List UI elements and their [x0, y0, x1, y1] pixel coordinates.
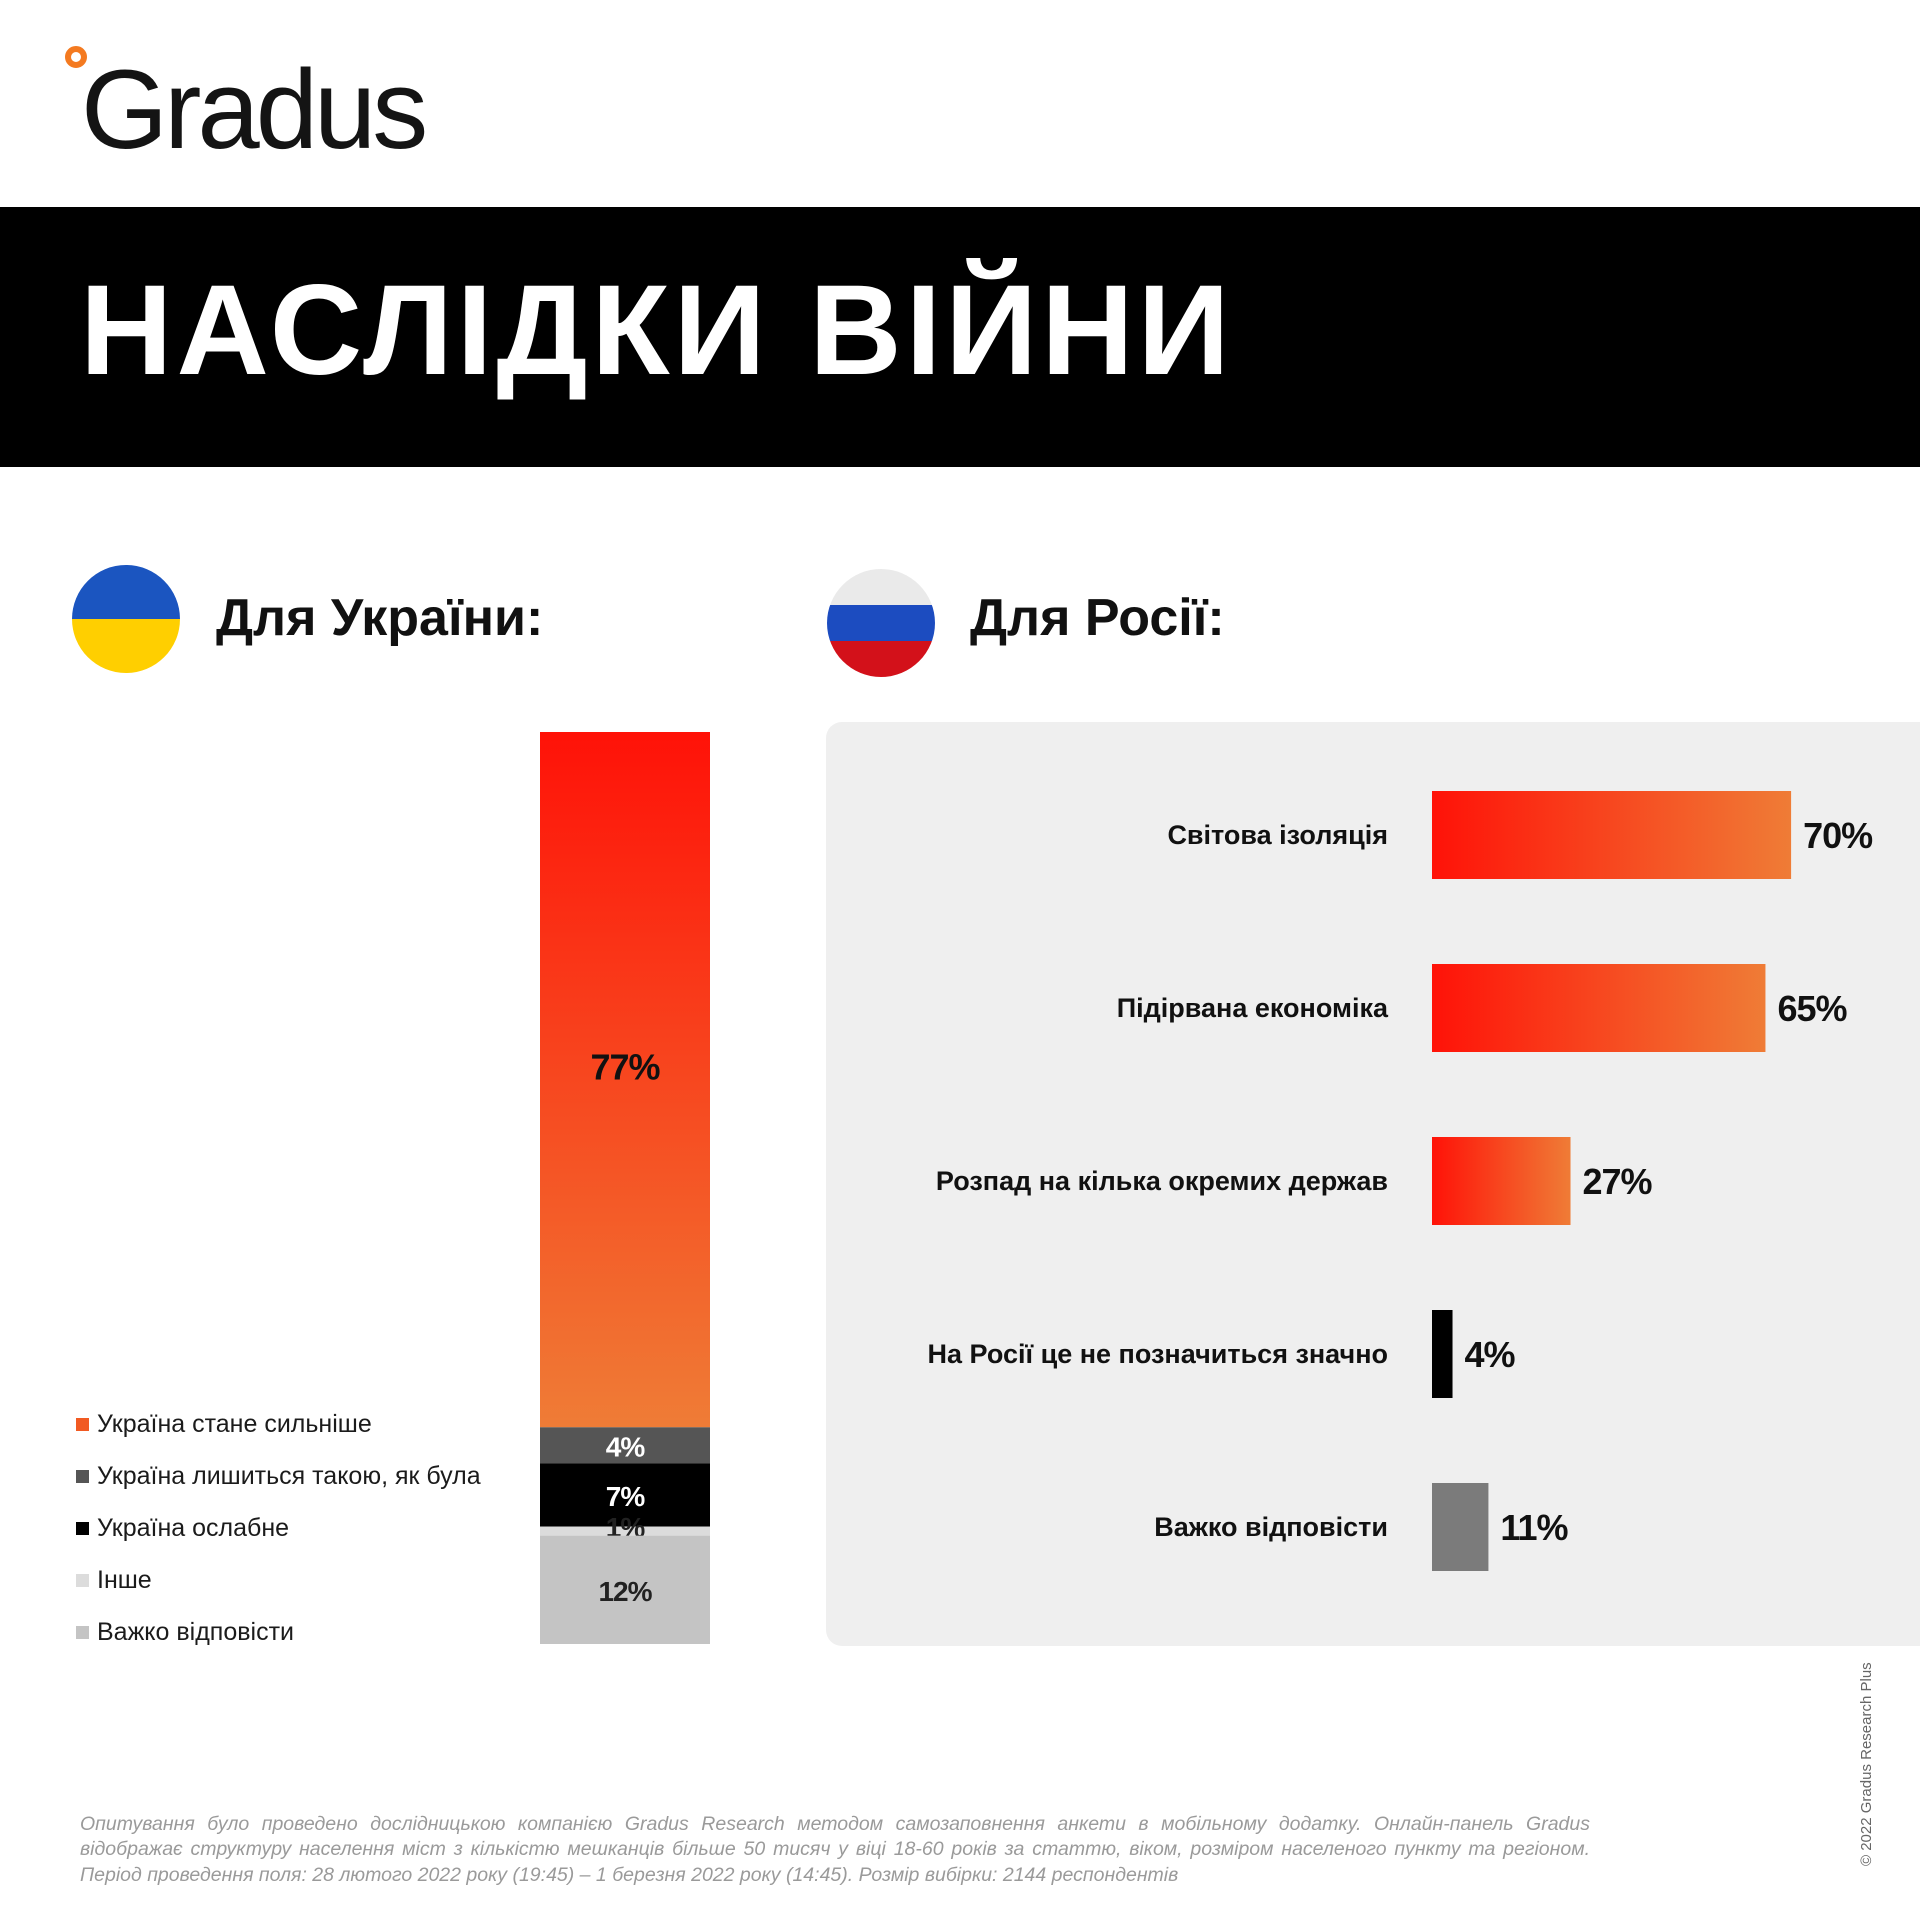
- title-banner: НАСЛІДКИ ВІЙНИ: [0, 207, 1920, 467]
- page-title: НАСЛІДКИ ВІЙНИ: [80, 259, 1234, 402]
- legend-item: Важко відповісти: [76, 1606, 481, 1658]
- legend-swatch: [76, 1417, 89, 1431]
- ukraine-data-label: 4%: [606, 1431, 646, 1462]
- legend-label: Важко відповісти: [97, 1617, 294, 1646]
- russia-bar-chart: Світова ізоляція 70% Підірвана економіка 65…: [928, 791, 1874, 1571]
- russia-flag-icon: [827, 569, 935, 677]
- russia-data-label: 4%: [1465, 1334, 1516, 1375]
- legend-item: Україна лишиться такою, як була: [76, 1450, 481, 1502]
- ukraine-legend: Україна стане сильніше Україна лишиться т…: [76, 1398, 481, 1658]
- methodology-footnote: Опитування було проведено дослідницькою …: [80, 1813, 1590, 1886]
- logo-dot-icon: [65, 46, 87, 68]
- ukraine-data-label: 7%: [606, 1481, 646, 1512]
- legend-label: Інше: [97, 1565, 152, 1594]
- russia-bars: Світова ізоляція 70% Підірвана економіка 65…: [928, 791, 1874, 1571]
- russia-bar: [1432, 1137, 1571, 1225]
- ukraine-bar-segment: [540, 1535, 710, 1644]
- legend-swatch: [76, 1573, 89, 1587]
- legend-label: Україна ослабне: [97, 1513, 290, 1542]
- legend-item: Україна стане сильніше: [76, 1398, 481, 1450]
- legend-item: Інше: [76, 1554, 481, 1606]
- copyright-text: © 2022 Gradus Research Plus: [1858, 1662, 1875, 1866]
- russia-category-label: На Росії це не позначиться значно: [928, 1339, 1388, 1369]
- russia-bar: [1432, 1483, 1489, 1571]
- logo-text: Gradus: [81, 47, 428, 172]
- russia-bar: [1432, 791, 1792, 879]
- ukraine-bar-segment: [540, 1463, 710, 1527]
- russia-chart-panel: Світова ізоляція 70% Підірвана економіка 65…: [826, 722, 1920, 1646]
- legend-label: Україна стане сильніше: [97, 1409, 372, 1438]
- ukraine-bar-segment: [540, 732, 710, 1428]
- legend-swatch: [76, 1625, 89, 1639]
- ukraine-flag-icon: [72, 565, 180, 673]
- ukraine-bars: 77%4%7%1%12%: [540, 732, 710, 1644]
- russia-section-title: Для Росії:: [970, 589, 1225, 647]
- legend-swatch: [76, 1521, 89, 1535]
- russia-category-label: Підірвана економіка: [1117, 993, 1389, 1023]
- legend-swatch: [76, 1469, 89, 1483]
- ukraine-bar-segment: [540, 1427, 710, 1464]
- legend-label: Україна лишиться такою, як була: [97, 1461, 481, 1490]
- russia-category-label: Важко відповісти: [1154, 1512, 1388, 1542]
- russia-data-label: 70%: [1803, 815, 1873, 856]
- ukraine-data-label: 12%: [598, 1576, 652, 1607]
- russia-bar: [1432, 964, 1766, 1052]
- ukraine-bar-segment: [540, 1526, 710, 1536]
- ukraine-section-title: Для України:: [216, 589, 544, 647]
- russia-category-label: Розпад на кілька окремих держав: [936, 1166, 1388, 1196]
- russia-data-label: 65%: [1777, 988, 1847, 1029]
- russia-data-label: 11%: [1500, 1507, 1568, 1548]
- russia-data-label: 27%: [1583, 1161, 1653, 1202]
- legend-item: Україна ослабне: [76, 1502, 481, 1554]
- gradus-logo: Gradus: [65, 46, 485, 176]
- russia-bar: [1432, 1310, 1453, 1398]
- russia-category-label: Світова ізоляція: [1167, 820, 1388, 850]
- ukraine-data-label: 77%: [590, 1047, 660, 1088]
- ukraine-stacked-bar-chart: 77%4%7%1%12%: [540, 732, 710, 1644]
